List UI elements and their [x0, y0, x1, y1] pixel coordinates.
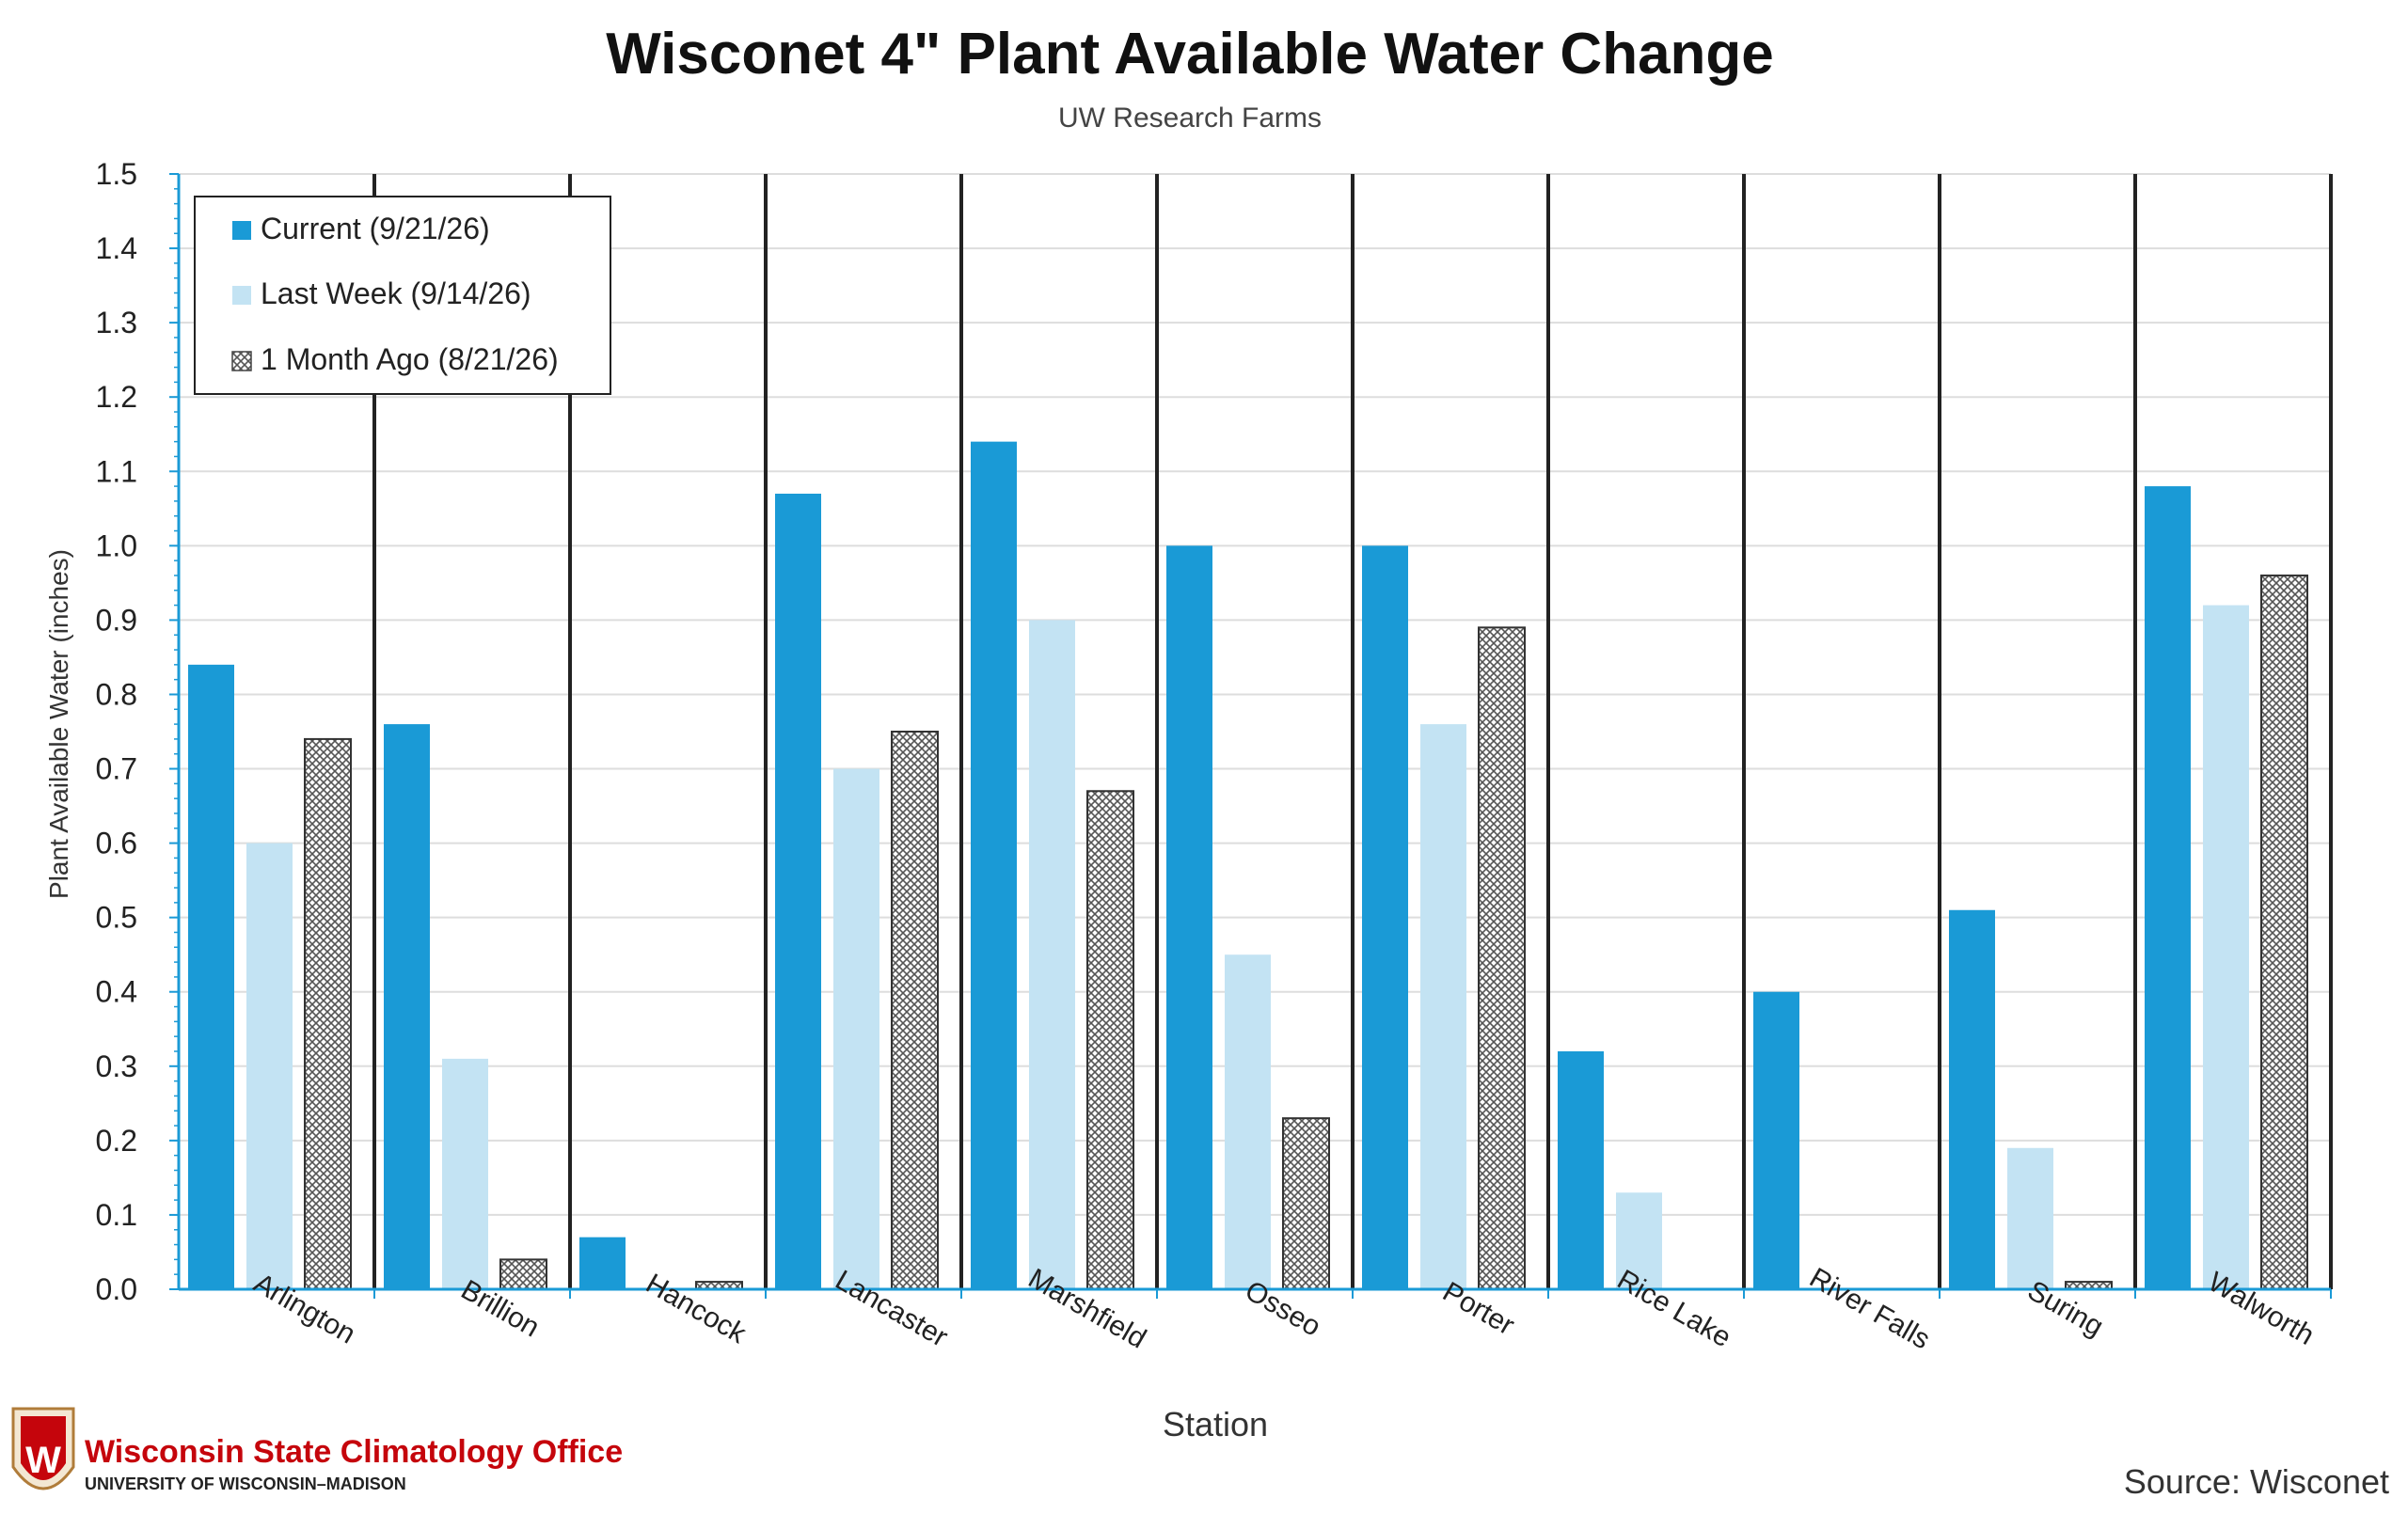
- bar-current: [384, 724, 430, 1289]
- legend-label-current: Current (9/21/26): [261, 212, 490, 245]
- bar-last-week: [833, 768, 879, 1289]
- y-tick-label: 0.0: [96, 1272, 137, 1306]
- uw-crest-icon: W: [11, 1407, 75, 1490]
- x-tick-label: River Falls: [1804, 1262, 1935, 1355]
- legend-box: [194, 196, 611, 395]
- bar-last-week: [1616, 1192, 1662, 1289]
- gridlines: [179, 173, 2331, 1216]
- legend-label-last-week: Last Week (9/14/26): [261, 276, 531, 310]
- uw-crest-letter: W: [25, 1440, 61, 1481]
- legend-swatch-last-week: [232, 286, 251, 305]
- y-tick-label: 0.5: [96, 901, 137, 935]
- y-tick-label: 0.2: [96, 1124, 137, 1158]
- bar-month-ago: [304, 737, 352, 1290]
- bar-last-week: [2007, 1147, 2053, 1289]
- x-axis-label: Station: [1163, 1405, 1268, 1443]
- y-tick-label: 0.7: [96, 752, 137, 786]
- bar-last-week: [2203, 605, 2249, 1289]
- y-tick-label: 1.2: [96, 380, 137, 414]
- bar-current: [1558, 1050, 1604, 1289]
- bar-month-ago: [891, 731, 939, 1290]
- bar-last-week: [1029, 620, 1075, 1289]
- legend-swatch-current: [232, 221, 251, 240]
- bar-current: [775, 493, 821, 1289]
- chart-title: Wisconet 4" Plant Available Water Change: [606, 22, 1774, 87]
- bar-current: [1753, 991, 1799, 1289]
- y-tick-label: 1.0: [96, 528, 137, 562]
- y-tick-label: 0.8: [96, 677, 137, 711]
- bar-month-ago: [1086, 790, 1134, 1290]
- y-tick-label: 0.9: [96, 603, 137, 637]
- legend: Current (9/21/26) Last Week (9/14/26) 1 …: [194, 196, 611, 395]
- y-axis-label: Plant Available Water (inches): [44, 549, 73, 899]
- station-separators: [372, 174, 2333, 1289]
- bar-last-week: [1420, 724, 1466, 1289]
- org-subname: UNIVERSITY OF WISCONSIN–MADISON: [85, 1475, 406, 1493]
- bar-current: [2145, 486, 2191, 1289]
- org-name: Wisconsin State Climatology Office: [85, 1434, 623, 1470]
- legend-swatch-month-ago: [231, 351, 252, 371]
- y-tick-label: 1.1: [96, 454, 137, 488]
- source-note: Source: Wisconet: [2124, 1462, 2389, 1501]
- y-tick-label: 0.4: [96, 975, 137, 1009]
- x-tick-label: Hancock: [641, 1268, 752, 1349]
- bar-last-week: [442, 1058, 488, 1289]
- y-tick-label: 0.3: [96, 1049, 137, 1083]
- y-tick-label: 1.3: [96, 306, 137, 339]
- bar-month-ago: [1478, 626, 1526, 1290]
- bars: [188, 441, 2308, 1291]
- bar-month-ago: [499, 1258, 547, 1290]
- bar-current: [1166, 545, 1212, 1289]
- chart-subtitle: UW Research Farms: [1058, 103, 1322, 134]
- y-tick-labels: 0.0 0.1 0.2 0.3 0.4 0.5 0.6 0.7 0.8 0.9 1.0 1.1 1.2 1…: [96, 157, 137, 1306]
- bar-current: [579, 1237, 626, 1289]
- bar-current: [1949, 909, 1995, 1289]
- bar-month-ago: [1282, 1117, 1330, 1290]
- bar-current: [971, 441, 1017, 1289]
- x-tick-label: Rice Lake: [1612, 1264, 1736, 1353]
- y-tick-label: 1.5: [96, 157, 137, 191]
- axes: [169, 173, 2332, 1299]
- bar-last-week: [246, 843, 293, 1289]
- bar-current: [1362, 545, 1408, 1289]
- bar-month-ago: [2260, 574, 2308, 1290]
- y-tick-label: 0.1: [96, 1198, 137, 1232]
- bar-current: [188, 664, 234, 1289]
- branding: W Wisconsin State Climatology Office UNI…: [11, 1407, 623, 1493]
- y-tick-label: 1.4: [96, 231, 137, 265]
- bar-last-week: [1225, 954, 1271, 1289]
- legend-label-month-ago: 1 Month Ago (8/21/26): [261, 342, 559, 376]
- y-tick-label: 0.6: [96, 827, 137, 860]
